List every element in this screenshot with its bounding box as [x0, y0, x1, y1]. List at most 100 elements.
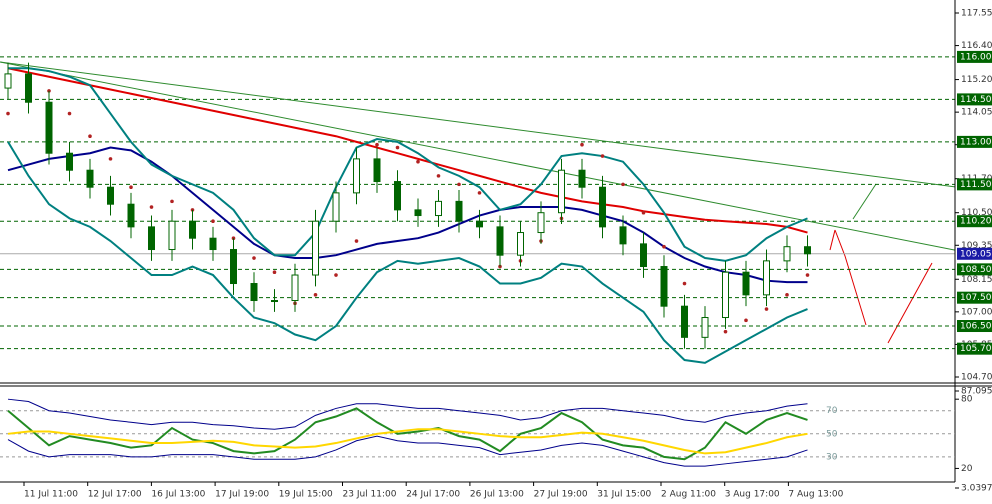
sar-dot	[170, 199, 174, 204]
forecast-line	[834, 229, 867, 326]
sar-dot	[457, 182, 461, 187]
candle-body	[783, 246, 791, 262]
sar-dot	[6, 111, 10, 116]
moving-line	[8, 67, 808, 262]
candle-body	[250, 283, 258, 302]
candle-body	[414, 209, 422, 217]
indicator-line	[7, 398, 808, 430]
candle-body	[599, 186, 606, 228]
candle-body	[25, 73, 32, 103]
candle-body	[681, 305, 688, 338]
y-tick-label: 115.20	[961, 75, 992, 85]
x-tick-label: 27 Jul 19:00	[534, 490, 588, 500]
candle-body	[168, 220, 176, 251]
trendline	[0, 61, 956, 188]
candle-body	[127, 203, 135, 228]
candle-body	[66, 152, 73, 171]
candle-body	[578, 169, 586, 188]
sar-dot	[580, 142, 584, 147]
candle-body	[640, 243, 647, 268]
sar-dot	[764, 307, 769, 311]
candle-body	[742, 271, 750, 296]
current-price-box	[957, 247, 992, 260]
level-label: 113.00	[960, 137, 992, 147]
candle-body	[722, 271, 729, 319]
candle-body	[660, 266, 668, 307]
sar-dot	[477, 191, 482, 195]
sar-dot	[395, 145, 400, 150]
sar-dot	[88, 134, 92, 139]
candle-body	[45, 101, 53, 154]
y-tick-label: 104.70	[961, 373, 992, 383]
forecast-line	[887, 262, 933, 344]
y-tick-label: 80	[961, 395, 973, 405]
candle-body	[804, 246, 811, 255]
level-box	[957, 135, 992, 148]
sar-dot	[436, 174, 441, 178]
sar-dot	[149, 205, 154, 209]
candle-body	[353, 158, 360, 194]
sar-dot	[600, 154, 605, 158]
level-label: 70	[826, 406, 838, 416]
sar-dot	[641, 210, 646, 215]
level-label: 107.50	[960, 293, 992, 303]
x-tick-label: 11 Jul 11:00	[24, 490, 78, 500]
x-tick-label: 2 Aug 11:00	[661, 490, 716, 500]
x-tick-label: 12 Jul 17:00	[88, 490, 142, 500]
level-box	[957, 178, 992, 191]
level-label: 116.00	[960, 52, 992, 62]
candle-body	[86, 169, 94, 188]
y-tick-label: 87.095	[961, 387, 992, 397]
forecast-line	[829, 229, 836, 251]
candle-body	[537, 212, 545, 234]
x-tick-label: 26 Jul 13:00	[470, 490, 524, 500]
candle-body	[558, 169, 565, 214]
level-box	[957, 93, 992, 106]
candle-body	[373, 158, 381, 183]
candle-body	[435, 200, 442, 217]
moving-line	[7, 146, 808, 284]
candle-body	[189, 220, 196, 239]
sar-dot	[744, 318, 748, 323]
sar-dot	[785, 293, 789, 297]
x-tick-label: 19 Jul 15:00	[279, 490, 333, 500]
x-tick-label: 16 Jul 13:00	[151, 490, 205, 500]
indicator-line	[7, 428, 808, 455]
level-box	[957, 215, 992, 228]
y-tick-label: 110.50	[961, 208, 992, 218]
candle-body	[271, 300, 278, 303]
indicator-line	[7, 435, 808, 467]
level-box	[957, 342, 992, 355]
x-tick-label: 31 Jul 15:00	[597, 490, 651, 500]
sar-dot	[108, 157, 113, 161]
current-price-label: 109.05	[960, 249, 992, 259]
level-label: 50	[826, 429, 838, 439]
sar-dot	[723, 329, 728, 334]
candle-body	[332, 192, 340, 222]
moving-line	[7, 141, 808, 364]
sar-dot	[67, 111, 72, 116]
candle-body	[476, 220, 483, 228]
candle-body	[312, 220, 319, 276]
candle-body	[394, 181, 401, 211]
level-box	[957, 263, 992, 276]
indicator-line	[7, 407, 808, 461]
y-tick-label: 109.35	[961, 241, 992, 251]
candle-body	[496, 226, 504, 256]
y-tick-label: 117.55	[961, 9, 992, 19]
candle-body	[148, 226, 155, 251]
y-tick-label: 20	[961, 464, 973, 474]
plot-background	[0, 0, 955, 482]
level-label: 30	[826, 452, 838, 462]
candle-body	[230, 249, 237, 285]
sar-dot	[662, 244, 666, 249]
sar-dot	[682, 281, 687, 286]
candle-body	[455, 200, 463, 222]
sar-dot	[375, 142, 379, 147]
moving-line	[7, 67, 808, 234]
y-tick-label: 116.40	[961, 41, 992, 51]
forecast-line	[852, 183, 877, 220]
sar-dot	[621, 182, 625, 187]
level-box	[957, 291, 992, 304]
